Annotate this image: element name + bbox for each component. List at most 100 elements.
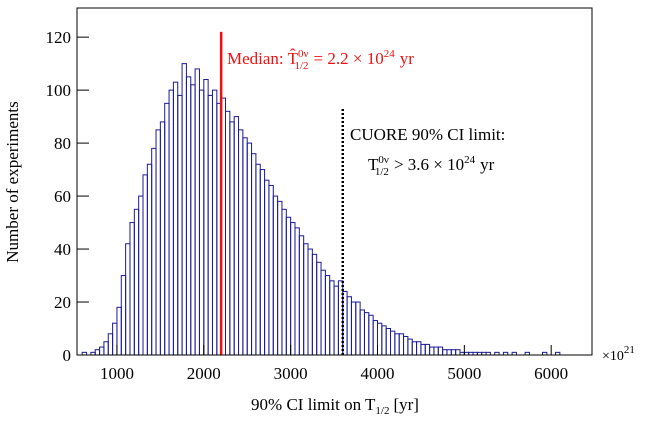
histogram-bar — [203, 79, 209, 356]
histogram-bar — [416, 341, 422, 356]
y-axis-label: Number of experiments — [3, 101, 22, 262]
histogram-bar — [207, 94, 213, 356]
histogram-bar — [242, 137, 248, 356]
histogram-bar — [350, 301, 357, 356]
histogram-bar — [272, 195, 279, 356]
x-multiplier: ×1021 — [602, 344, 635, 364]
histogram-bar — [211, 89, 218, 356]
histogram-bar — [194, 68, 200, 356]
histogram-bar — [190, 84, 196, 356]
histogram-bar — [429, 346, 435, 356]
histogram-bar — [298, 235, 305, 356]
histogram-bar — [185, 76, 192, 356]
histogram-bar — [142, 174, 148, 356]
histogram-bar — [303, 243, 309, 356]
median-rest: = 2.2 × 10 — [314, 49, 384, 68]
y-tick-label: 120 — [46, 28, 72, 47]
histogram-bar — [437, 346, 444, 356]
histogram-bar — [164, 102, 170, 356]
median-unit: yr — [400, 49, 415, 68]
histogram-bar — [455, 349, 461, 356]
histogram-bar — [398, 333, 405, 356]
histogram-bar — [407, 338, 413, 356]
histogram-bar — [411, 341, 418, 356]
histogram-bar — [372, 320, 378, 356]
y-tick-label: 100 — [46, 81, 72, 100]
histogram-bar — [151, 147, 157, 356]
histogram-bar — [316, 261, 322, 356]
median-annotation: Median: T̂0ν 1/2 = 2.2 × 1024 yr — [227, 48, 414, 72]
x-tick-label: 1000 — [100, 364, 134, 383]
histogram-bar — [285, 216, 292, 356]
median-symbol: T̂ — [288, 49, 299, 68]
histogram-bar — [394, 333, 400, 356]
histogram-bar — [424, 343, 431, 356]
cuore-sup: 0ν — [378, 154, 389, 166]
histogram-bar — [116, 306, 122, 356]
histogram-bar — [172, 81, 179, 356]
median-sup: 0ν — [298, 48, 309, 60]
histogram-bar — [355, 301, 361, 356]
histogram-bar — [268, 184, 274, 356]
x-label-sub: 1/2 — [375, 405, 389, 417]
histogram-bar — [329, 280, 335, 356]
histogram-bar — [129, 222, 135, 356]
histogram-bar — [363, 312, 370, 356]
x-label-text: 90% CI limit on T — [251, 395, 376, 414]
histogram-bar — [94, 349, 101, 356]
histogram-bar — [277, 200, 283, 356]
histogram-bar — [359, 309, 365, 356]
histogram-bar — [259, 169, 266, 356]
multiplier-exp: 21 — [624, 344, 635, 356]
histogram-bar — [376, 322, 383, 356]
median-sub: 1/2 — [294, 60, 308, 72]
cuore-unit: yr — [480, 155, 495, 174]
histogram-bar — [159, 121, 166, 356]
histogram-bar — [229, 121, 235, 356]
histogram-bar — [225, 110, 231, 356]
histogram-bar — [442, 349, 448, 356]
histogram-bar — [246, 142, 253, 356]
histogram-bar — [346, 296, 352, 356]
cuore-sub: 1/2 — [375, 166, 389, 178]
histogram-bar — [251, 153, 257, 356]
y-tick-label: 80 — [54, 134, 71, 153]
median-exp: 24 — [384, 48, 396, 60]
histogram-bar — [120, 275, 127, 356]
histogram-bar — [450, 349, 457, 356]
histogram-bar — [181, 63, 187, 356]
cuore-symbol: T — [368, 155, 379, 174]
histogram-bar — [385, 328, 392, 356]
multiplier-base: ×10 — [602, 349, 624, 364]
x-tick-label: 3000 — [274, 364, 308, 383]
histogram-bar — [155, 129, 161, 356]
histogram-bar — [320, 269, 326, 356]
histogram-bar — [133, 208, 140, 356]
histogram-bar — [324, 275, 331, 356]
histogram-bar — [238, 129, 244, 356]
cuore-exp: 24 — [464, 154, 476, 166]
histogram-bar — [381, 325, 387, 356]
histogram-bar — [233, 116, 240, 356]
cuore-annotation-line2: T0ν 1/2 > 3.6 × 1024 yr — [368, 154, 495, 178]
histogram-bar — [446, 349, 452, 356]
x-tick-label: 4000 — [360, 364, 394, 383]
histogram-bar — [138, 195, 144, 356]
cuore-rest: > 3.6 × 10 — [394, 155, 464, 174]
y-tick-label: 40 — [54, 240, 71, 259]
histogram-bar — [333, 285, 339, 356]
histogram-bar — [112, 322, 118, 356]
histogram-bar — [368, 314, 374, 356]
y-tick-label: 0 — [63, 346, 72, 365]
x-tick-label: 6000 — [534, 364, 568, 383]
histogram-bar — [103, 341, 109, 356]
histogram-bar — [390, 330, 396, 356]
histogram-bar — [107, 333, 114, 356]
histogram-bar — [294, 227, 300, 356]
median-prefix: Median: — [227, 49, 284, 68]
histogram-bar — [307, 248, 313, 356]
x-label-unit: [yr] — [393, 395, 418, 414]
cuore-annotation-line1: CUORE 90% CI limit: — [350, 125, 505, 144]
histogram-bar — [403, 335, 409, 356]
histogram-bar — [433, 346, 439, 356]
